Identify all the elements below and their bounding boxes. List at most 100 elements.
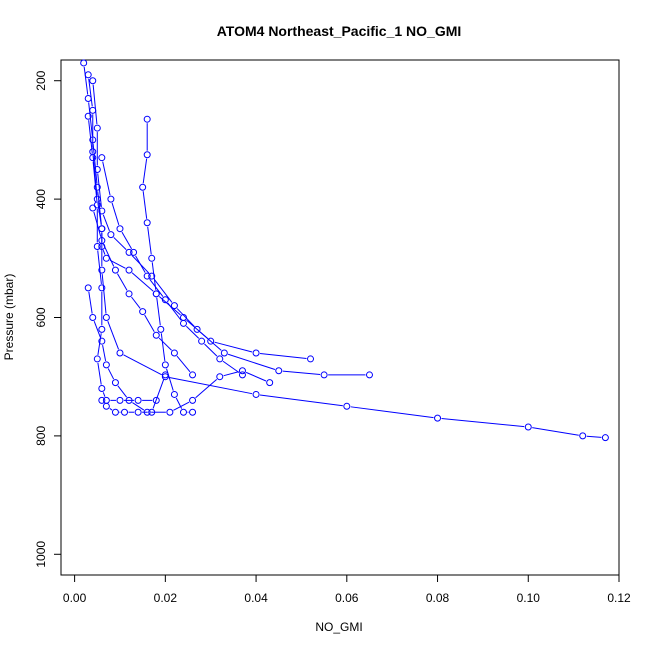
data-point	[116, 396, 124, 404]
series-line-segment	[107, 321, 120, 350]
data-point	[116, 349, 124, 357]
data-point	[189, 371, 197, 379]
series-1	[84, 71, 315, 363]
data-point	[107, 195, 115, 203]
series-line-segment	[245, 371, 267, 382]
data-point	[189, 396, 197, 404]
series-line-segment	[107, 368, 115, 380]
series-line-segment	[123, 354, 163, 376]
series-line-segment	[97, 362, 102, 385]
data-point	[139, 308, 147, 316]
data-point	[152, 290, 160, 298]
data-point	[98, 237, 106, 245]
x-tick-label: 0.04	[244, 591, 268, 605]
data-point	[148, 408, 156, 416]
data-point	[102, 361, 110, 369]
data-point	[89, 204, 97, 212]
series-5	[84, 112, 160, 404]
data-point	[148, 254, 156, 262]
data-point	[193, 325, 201, 333]
series-line-segment	[441, 418, 525, 428]
data-point	[579, 432, 587, 440]
series-line-segment	[169, 376, 253, 395]
data-point	[139, 183, 147, 191]
data-point	[170, 302, 178, 310]
series-line-segment	[185, 325, 200, 339]
series-line-segment	[97, 250, 102, 284]
data-point	[524, 423, 532, 431]
data-point	[307, 355, 315, 363]
data-point	[116, 225, 124, 233]
series-6	[98, 154, 246, 379]
series-line-segment	[102, 161, 111, 196]
data-point	[252, 349, 260, 357]
data-point	[89, 154, 97, 162]
data-point	[125, 396, 133, 404]
data-point	[157, 325, 165, 333]
series-line-segment	[152, 378, 165, 409]
data-point	[89, 314, 97, 321]
series-line-segment	[92, 84, 98, 125]
series-line-segment	[92, 143, 98, 184]
data-point	[98, 325, 106, 333]
series-line-segment	[532, 427, 579, 436]
series-line-segment	[103, 243, 115, 267]
data-point	[84, 112, 92, 120]
y-tick-label: 600	[34, 307, 48, 327]
x-tick-label: 0.02	[154, 591, 178, 605]
series-line-segment	[97, 191, 102, 225]
series-line-segment	[282, 370, 321, 376]
series-line-segment	[93, 321, 101, 338]
data-point	[111, 408, 119, 416]
series-4	[139, 115, 197, 416]
series-line-segment	[173, 401, 190, 411]
data-point	[189, 408, 197, 416]
data-point	[161, 371, 169, 379]
series-line-segment	[102, 392, 106, 397]
data-point	[275, 367, 283, 375]
data-point	[98, 337, 106, 345]
data-point	[84, 284, 92, 292]
x-tick-label: 0.12	[607, 591, 631, 605]
data-point	[179, 408, 187, 416]
series-line-segment	[151, 262, 157, 290]
data-point	[152, 331, 160, 339]
data-point	[170, 349, 178, 357]
data-point	[148, 272, 156, 280]
chart-title: ATOM4 Northeast_Pacific_1 NO_GMI	[217, 23, 462, 39]
plot-area	[80, 59, 609, 442]
plot-frame	[60, 59, 620, 576]
x-tick-label: 0.10	[517, 591, 541, 605]
data-point	[434, 414, 442, 422]
data-point	[98, 385, 106, 393]
series-line-segment	[144, 314, 155, 333]
x-tick-label: 0.06	[335, 591, 359, 605]
data-point	[170, 390, 178, 398]
series-line-segment	[223, 371, 239, 377]
series-line-segment	[121, 231, 133, 250]
data-point	[130, 248, 138, 256]
series-line-segment	[109, 408, 113, 411]
x-axis: 0.00 0.02 0.04 0.06 0.08 0.10 0.12	[63, 574, 631, 605]
data-point	[252, 390, 260, 398]
data-point	[125, 248, 133, 256]
data-point	[343, 402, 351, 410]
data-point	[98, 154, 106, 162]
data-point	[207, 337, 215, 345]
data-point	[220, 349, 228, 357]
series-line-segment	[158, 337, 172, 351]
data-point	[320, 371, 328, 379]
y-tick-label: 400	[34, 189, 48, 209]
data-point	[89, 77, 97, 85]
data-point	[166, 408, 174, 416]
series-7	[89, 204, 197, 379]
data-point	[93, 195, 101, 203]
series-line-segment	[214, 341, 253, 353]
data-point	[80, 59, 88, 67]
series-line-segment	[259, 394, 343, 407]
series-line-segment	[160, 333, 166, 361]
x-tick-label: 0.08	[426, 591, 450, 605]
series-line-segment	[147, 226, 152, 255]
series-line-segment	[88, 291, 93, 314]
